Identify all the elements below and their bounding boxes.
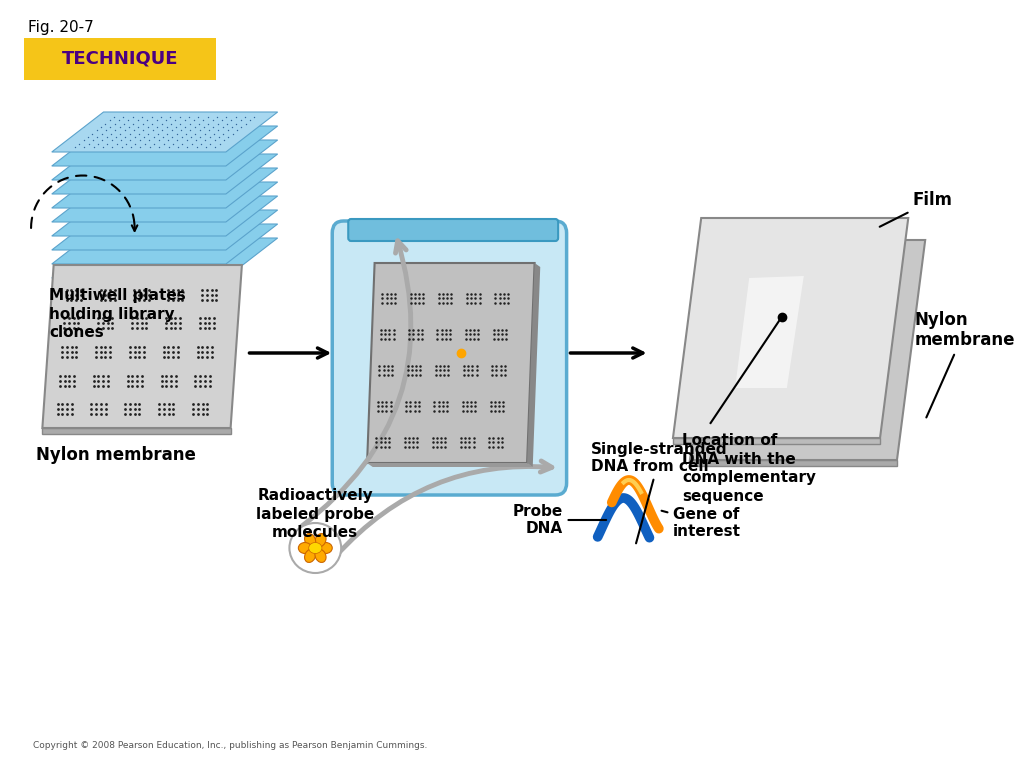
- Polygon shape: [52, 182, 278, 222]
- Polygon shape: [52, 210, 278, 250]
- Polygon shape: [367, 463, 532, 467]
- Ellipse shape: [319, 542, 332, 554]
- Text: TECHNIQUE: TECHNIQUE: [62, 50, 179, 68]
- Ellipse shape: [304, 549, 315, 562]
- Polygon shape: [52, 126, 278, 166]
- Polygon shape: [52, 154, 278, 194]
- Polygon shape: [367, 263, 535, 463]
- Polygon shape: [52, 224, 278, 264]
- Text: Radioactively
labeled probe
molecules: Radioactively labeled probe molecules: [256, 488, 375, 540]
- Text: Single-stranded
DNA from cell: Single-stranded DNA from cell: [591, 442, 728, 543]
- Polygon shape: [42, 265, 242, 428]
- FancyBboxPatch shape: [332, 221, 566, 495]
- Polygon shape: [690, 240, 926, 460]
- Polygon shape: [52, 168, 278, 208]
- Text: Nylon
membrane: Nylon membrane: [914, 310, 1016, 418]
- Polygon shape: [52, 196, 278, 236]
- Polygon shape: [690, 460, 897, 466]
- Text: Multiwell plates
holding library
clones: Multiwell plates holding library clones: [49, 288, 185, 340]
- Polygon shape: [673, 438, 880, 444]
- Polygon shape: [52, 140, 278, 180]
- Text: Copyright © 2008 Pearson Education, Inc., publishing as Pearson Benjamin Cumming: Copyright © 2008 Pearson Education, Inc.…: [33, 741, 427, 750]
- Ellipse shape: [308, 542, 322, 554]
- FancyBboxPatch shape: [25, 38, 216, 80]
- Polygon shape: [42, 428, 230, 434]
- Polygon shape: [527, 263, 541, 467]
- FancyBboxPatch shape: [348, 219, 558, 241]
- Text: Location of
DNA with the
complementary
sequence: Location of DNA with the complementary s…: [682, 433, 816, 504]
- Text: Probe
DNA: Probe DNA: [513, 504, 606, 536]
- Polygon shape: [735, 276, 804, 388]
- Text: Nylon membrane: Nylon membrane: [36, 446, 196, 464]
- Polygon shape: [673, 218, 908, 438]
- Ellipse shape: [315, 549, 326, 562]
- Ellipse shape: [315, 534, 326, 547]
- Polygon shape: [52, 238, 278, 278]
- Ellipse shape: [298, 542, 311, 554]
- Polygon shape: [52, 112, 278, 152]
- Text: Gene of
interest: Gene of interest: [662, 507, 741, 539]
- Text: Film: Film: [880, 191, 953, 227]
- Ellipse shape: [304, 534, 315, 547]
- Ellipse shape: [290, 523, 341, 573]
- Text: Fig. 20-7: Fig. 20-7: [29, 20, 94, 35]
